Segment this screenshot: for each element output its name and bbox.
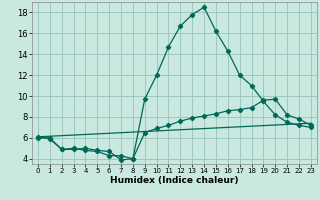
X-axis label: Humidex (Indice chaleur): Humidex (Indice chaleur) (110, 176, 239, 185)
